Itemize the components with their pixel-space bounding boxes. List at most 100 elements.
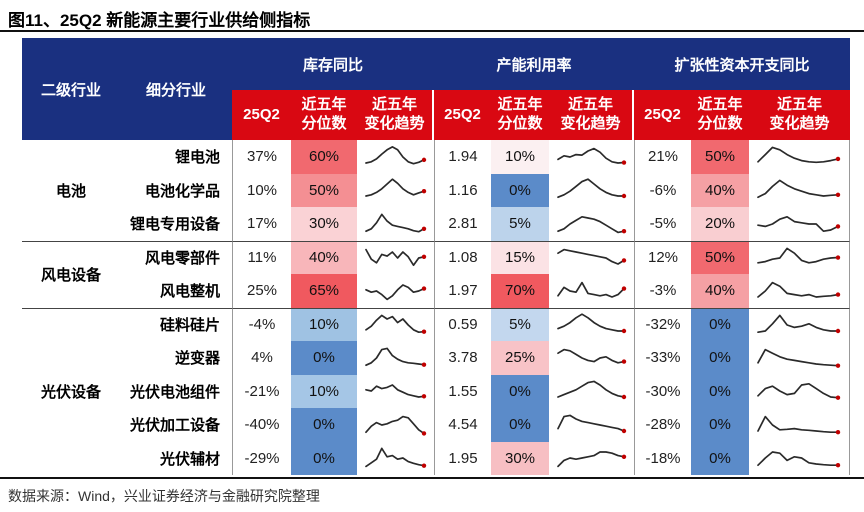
- inventory-percentile-cell: 0%: [291, 341, 357, 375]
- capacity-percentile-cell: 10%: [491, 140, 549, 174]
- inventory-percentile-cell: 10%: [291, 374, 357, 408]
- capacity-25q2-value: 0.59: [434, 307, 491, 341]
- capacity-trend-sparkline: [549, 174, 634, 208]
- capacity-25q2-value: 1.08: [434, 240, 491, 274]
- capex-percentile-cell: 50%: [691, 240, 749, 274]
- capacity-percentile-cell: 70%: [491, 274, 549, 308]
- capacity-trend-sparkline: [549, 240, 634, 275]
- header-sub-industry: 细分行业: [120, 38, 232, 140]
- inventory-25q2-value: 25%: [232, 274, 291, 308]
- inventory-percentile-cell: 10%: [291, 307, 357, 341]
- capex-percentile-cell: 0%: [691, 441, 749, 475]
- title-divider: [0, 30, 864, 32]
- inventory-25q2-value: 11%: [232, 240, 291, 274]
- inventory-trend-sparkline: [357, 140, 434, 174]
- inventory-percentile-cell: 65%: [291, 274, 357, 308]
- inventory-25q2-value: -21%: [232, 374, 291, 408]
- capex-25q2-value: -32%: [634, 307, 691, 341]
- sub-industry-label: 电池化学品: [144, 182, 220, 200]
- header-group-capacity-utilization: 产能利用率: [434, 38, 634, 90]
- inventory-percentile-cell: 0%: [291, 408, 357, 442]
- capex-trend-sparkline: [749, 240, 850, 274]
- capex-25q2-value: -18%: [634, 441, 691, 475]
- capacity-25q2-value: 4.54: [434, 408, 491, 442]
- table-body: 电池 锂电池 37% 60% 1.94 10% 21% 50% 电池化学品 10% 50% 1.16 0…: [22, 140, 850, 475]
- footer-divider: [0, 477, 864, 479]
- subheader-5y-trend: 近五年 变化趋势: [357, 90, 434, 140]
- sub-industry-label: 光伏电池组件: [129, 383, 220, 401]
- inventory-trend-sparkline: [357, 375, 434, 409]
- capacity-percentile-cell: 0%: [491, 173, 549, 207]
- capex-25q2-value: -33%: [634, 341, 691, 375]
- inventory-percentile-cell: 60%: [291, 140, 357, 174]
- capex-percentile-cell: 0%: [691, 341, 749, 375]
- subheader-25q2: 25Q2: [634, 90, 691, 140]
- capex-trend-sparkline: [749, 173, 850, 207]
- capex-percentile-cell: 40%: [691, 173, 749, 207]
- capacity-percentile-cell: 15%: [491, 240, 549, 274]
- industry-group-label: 光伏设备: [22, 307, 120, 476]
- capex-trend-sparkline: [749, 307, 850, 341]
- capex-percentile-cell: 0%: [691, 408, 749, 442]
- subheader-25q2: 25Q2: [232, 90, 291, 140]
- header-group-inventory-yoy: 库存同比: [232, 38, 434, 90]
- capex-trend-sparkline: [749, 341, 850, 375]
- capacity-percentile-cell: 5%: [491, 207, 549, 241]
- inventory-25q2-value: -29%: [232, 441, 291, 475]
- sub-industry-label: 风电零部件: [120, 240, 232, 275]
- capacity-trend-sparkline: [549, 408, 634, 442]
- inventory-percentile-cell: 30%: [291, 207, 357, 241]
- figure-title: 图11、25Q2 新能源主要行业供给侧指标: [8, 11, 311, 30]
- inventory-25q2-value: 4%: [232, 341, 291, 375]
- capex-trend-sparkline: [749, 207, 850, 241]
- sub-industry-label: 风电整机: [159, 283, 220, 301]
- capacity-25q2-value: 3.78: [434, 341, 491, 375]
- subheader-25q2: 25Q2: [434, 90, 491, 140]
- capex-percentile-cell: 0%: [691, 374, 749, 408]
- inventory-25q2-value: 37%: [232, 140, 291, 174]
- inventory-25q2-value: 17%: [232, 207, 291, 241]
- capex-trend-sparkline: [749, 140, 850, 174]
- inventory-trend-sparkline: [357, 442, 434, 476]
- sub-industry-label: 光伏加工设备: [129, 417, 220, 435]
- inventory-trend-sparkline: [357, 408, 434, 442]
- subheader-5y-percentile: 近五年 分位数: [691, 90, 749, 140]
- sub-industry-label: 锂电专用设备: [129, 216, 220, 234]
- sub-industry-label: 锂电池: [174, 149, 220, 167]
- industry-group-label: 电池: [55, 182, 86, 200]
- header-secondary-industry: 二级行业: [22, 38, 120, 140]
- industry-group-label: 风电设备: [22, 240, 120, 308]
- inventory-percentile-cell: 50%: [291, 173, 357, 207]
- subheader-5y-percentile: 近五年 分位数: [491, 90, 549, 140]
- table-header: 二级行业 细分行业 库存同比 产能利用率 扩张性资本开支同比 25Q2 近五年 …: [22, 38, 850, 140]
- inventory-25q2-value: -40%: [232, 408, 291, 442]
- capex-percentile-cell: 40%: [691, 274, 749, 308]
- capacity-25q2-value: 1.16: [434, 173, 491, 207]
- capex-trend-sparkline: [749, 408, 850, 442]
- capacity-25q2-value: 1.55: [434, 374, 491, 408]
- subheader-5y-trend: 近五年 变化趋势: [749, 90, 850, 140]
- capacity-25q2-value: 1.94: [434, 140, 491, 174]
- capacity-trend-sparkline: [549, 341, 634, 375]
- capex-25q2-value: -28%: [634, 408, 691, 442]
- capex-25q2-value: 21%: [634, 140, 691, 174]
- supply-side-table: 二级行业 细分行业 库存同比 产能利用率 扩张性资本开支同比 25Q2 近五年 …: [22, 38, 850, 475]
- inventory-25q2-value: 10%: [232, 173, 291, 207]
- capacity-25q2-value: 1.97: [434, 274, 491, 308]
- inventory-trend-sparkline: [357, 307, 434, 342]
- capacity-percentile-cell: 0%: [491, 408, 549, 442]
- inventory-trend-sparkline: [357, 240, 434, 275]
- header-group-capex-yoy: 扩张性资本开支同比: [634, 38, 850, 90]
- capex-trend-sparkline: [749, 441, 850, 475]
- capex-percentile-cell: 20%: [691, 207, 749, 241]
- sub-industry-label: 逆变器: [174, 350, 220, 368]
- capacity-trend-sparkline: [549, 307, 634, 342]
- capacity-trend-sparkline: [549, 140, 634, 174]
- capacity-percentile-cell: 5%: [491, 307, 549, 341]
- capacity-trend-sparkline: [549, 207, 634, 241]
- inventory-25q2-value: -4%: [232, 307, 291, 341]
- capacity-trend-sparkline: [549, 375, 634, 409]
- capex-percentile-cell: 0%: [691, 307, 749, 341]
- capacity-25q2-value: 2.81: [434, 207, 491, 241]
